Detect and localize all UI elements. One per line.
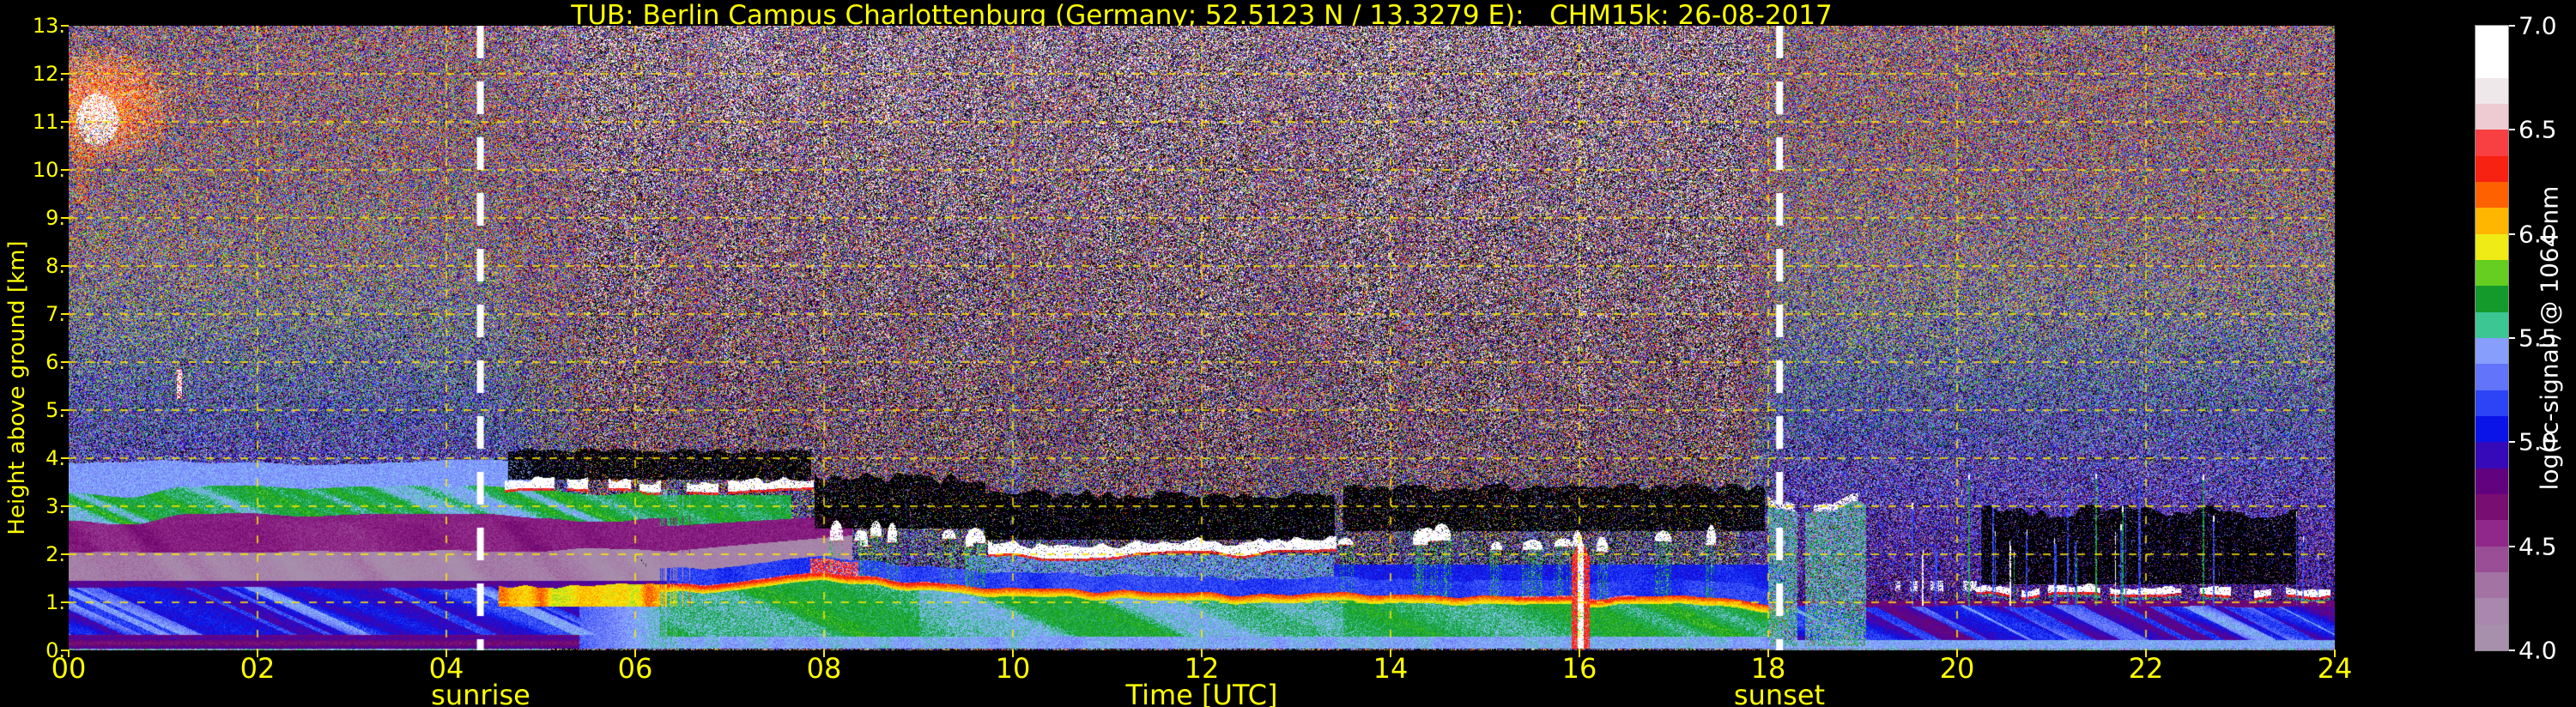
- x-tick-label: 00: [51, 652, 87, 685]
- colorbar-tick-label: 5.5: [2518, 323, 2557, 353]
- x-tick-mark: [2145, 650, 2147, 657]
- colorbar-gradient-segment: [2476, 520, 2508, 547]
- y-tick-mark: [61, 217, 69, 219]
- x-tick-label: 20: [1939, 652, 1975, 685]
- colorbar: [2475, 25, 2509, 651]
- x-tick-label: 16: [1561, 652, 1597, 685]
- colorbar-tick-mark: [2509, 129, 2515, 131]
- x-tick-label: 18: [1750, 652, 1786, 685]
- x-tick-label: 24: [2317, 652, 2353, 685]
- colorbar-tick-label: 5.0: [2518, 427, 2557, 456]
- x-tick-mark: [634, 650, 636, 657]
- sunrise-label: sunrise: [431, 679, 530, 707]
- x-tick-label: 02: [239, 652, 276, 685]
- y-tick-mark: [61, 73, 69, 75]
- colorbar-tick-mark: [2509, 233, 2515, 235]
- colorbar-gradient-segment: [2476, 624, 2508, 650]
- y-tick-mark: [61, 169, 69, 171]
- x-tick-label: 14: [1373, 652, 1409, 685]
- colorbar-gradient-segment: [2476, 468, 2508, 494]
- x-tick-label: 22: [2128, 652, 2164, 685]
- colorbar-tick-mark: [2509, 545, 2515, 547]
- colorbar-gradient-segment: [2476, 181, 2508, 208]
- colorbar-gradient-segment: [2476, 364, 2508, 390]
- x-tick-mark: [1390, 650, 1391, 657]
- y-tick-label: 10.: [32, 158, 65, 182]
- x-tick-mark: [257, 650, 258, 657]
- y-tick-mark: [61, 553, 69, 555]
- x-tick-mark: [68, 650, 70, 657]
- x-tick-label: 12: [1184, 652, 1220, 685]
- x-tick-label: 08: [806, 652, 842, 685]
- colorbar-gradient-segment: [2476, 130, 2508, 156]
- x-tick-mark: [2334, 650, 2336, 657]
- y-tick-label: 7.: [45, 302, 65, 326]
- colorbar-gradient-segment: [2476, 233, 2508, 260]
- colorbar-gradient-segment: [2476, 259, 2508, 287]
- colorbar-gradient-segment: [2476, 26, 2508, 52]
- y-tick-mark: [61, 25, 69, 27]
- y-tick-label: 2.: [45, 542, 65, 566]
- colorbar-gradient-segment: [2476, 546, 2508, 572]
- colorbar-gradient-segment: [2476, 77, 2508, 104]
- y-tick-mark: [61, 457, 69, 459]
- y-tick-label: 4.: [45, 446, 65, 470]
- heatmap-canvas: [69, 26, 2335, 650]
- colorbar-gradient-segment: [2476, 51, 2508, 78]
- sunset-label: sunset: [1733, 679, 1826, 707]
- x-tick-label: 04: [428, 652, 464, 685]
- x-tick-mark: [823, 650, 825, 657]
- y-axis-label: Height above ground [km]: [4, 240, 30, 535]
- x-tick-label: 06: [617, 652, 653, 685]
- y-tick-mark: [61, 409, 69, 411]
- colorbar-gradient-segment: [2476, 415, 2508, 443]
- y-tick-mark: [61, 601, 69, 603]
- x-tick-mark: [1579, 650, 1580, 657]
- y-tick-label: 5.: [45, 398, 65, 422]
- colorbar-tick-mark: [2509, 441, 2515, 444]
- colorbar-gradient-segment: [2476, 155, 2508, 182]
- y-tick-mark: [61, 650, 69, 651]
- x-tick-mark: [1956, 650, 1958, 657]
- y-tick-label: 12.: [32, 62, 65, 86]
- colorbar-tick-label: 4.0: [2518, 636, 2557, 665]
- y-tick-label: 9.: [45, 206, 65, 230]
- colorbar-gradient-segment: [2476, 493, 2508, 521]
- colorbar-gradient-segment: [2476, 286, 2508, 312]
- y-tick-label: 8.: [45, 254, 65, 278]
- colorbar-gradient-segment: [2476, 208, 2508, 234]
- y-tick-mark: [61, 313, 69, 315]
- colorbar-tick-mark: [2509, 25, 2515, 27]
- colorbar-gradient-segment: [2476, 103, 2508, 130]
- y-tick-mark: [61, 361, 69, 363]
- x-tick-label: 10: [995, 652, 1031, 685]
- colorbar-tick-mark: [2509, 337, 2515, 339]
- x-tick-mark: [1201, 650, 1203, 657]
- y-tick-label: 6.: [45, 350, 65, 374]
- y-tick-label: 11.: [32, 110, 65, 134]
- colorbar-gradient-segment: [2476, 442, 2508, 468]
- colorbar-tick-label: 6.0: [2518, 220, 2557, 249]
- x-tick-mark: [445, 650, 447, 657]
- y-tick-label: 13.: [32, 14, 65, 38]
- colorbar-gradient-segment: [2476, 390, 2508, 416]
- y-tick-label: 1.: [45, 590, 65, 614]
- colorbar-gradient-segment: [2476, 598, 2508, 625]
- colorbar-tick-mark: [2509, 650, 2515, 651]
- y-tick-mark: [61, 265, 69, 267]
- x-axis-label: Time [UTC]: [1125, 679, 1278, 707]
- y-tick-mark: [61, 121, 69, 123]
- colorbar-tick-label: 4.5: [2518, 532, 2557, 561]
- y-tick-label: 0.: [45, 638, 65, 662]
- x-tick-mark: [1012, 650, 1014, 657]
- colorbar-gradient-segment: [2476, 337, 2508, 365]
- y-tick-mark: [61, 505, 69, 507]
- y-tick-label: 3.: [45, 494, 65, 518]
- colorbar-gradient-segment: [2476, 571, 2508, 599]
- colorbar-gradient-segment: [2476, 311, 2508, 338]
- colorbar-tick-label: 6.5: [2518, 115, 2557, 144]
- colorbar-tick-label: 7.0: [2518, 11, 2557, 40]
- x-tick-mark: [1767, 650, 1769, 657]
